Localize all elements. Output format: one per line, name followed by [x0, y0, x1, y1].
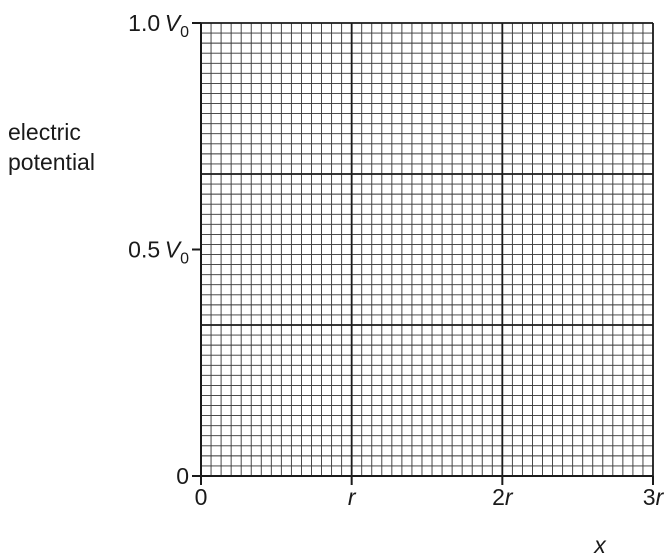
y-tick-label: 0	[176, 463, 189, 489]
ticks	[192, 22, 654, 485]
minor-grid	[201, 23, 653, 476]
axes	[200, 22, 654, 477]
y-axis-label-line1: electric	[8, 119, 81, 145]
x-tick-label: 3r	[643, 484, 665, 510]
y-tick-label: 0.5 V0	[128, 237, 189, 268]
x-axis-label: x	[593, 532, 607, 558]
x-tick-label: 0	[195, 484, 208, 510]
x-tick-label: r	[348, 484, 357, 510]
tick-labels: 0 0.5 V0 1.0 V0 0 r 2r 3r	[128, 10, 664, 510]
y-tick-label: 1.0 V0	[128, 10, 189, 41]
x-tick-label: 2r	[492, 484, 514, 510]
major-grid	[201, 23, 653, 476]
y-axis-label-line2: potential	[8, 149, 95, 175]
